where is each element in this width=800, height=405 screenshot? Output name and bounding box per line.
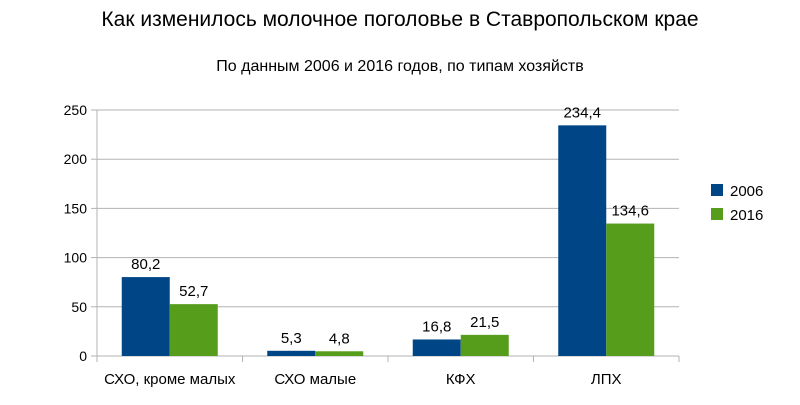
bar-2016-1 — [315, 351, 364, 356]
chart-title: Как изменилось молочное поголовье в Став… — [101, 8, 699, 31]
chart-subtitle: По данным 2006 и 2016 годов, по типам хо… — [216, 58, 584, 75]
x-tick-label: СХО малые — [274, 371, 356, 388]
data-label: 134,6 — [611, 203, 649, 220]
y-tick-label: 200 — [64, 151, 88, 167]
x-tick-label: КФХ — [446, 371, 476, 388]
legend: 2006 2016 — [711, 183, 763, 224]
bar-2006-0 — [121, 277, 170, 356]
data-label: 52,7 — [179, 283, 208, 300]
data-label: 21,5 — [470, 314, 499, 331]
x-tick-label: СХО, кроме малых — [104, 371, 236, 388]
legend-label: 2006 — [730, 183, 763, 200]
y-tick-label: 50 — [71, 299, 87, 315]
y-axis: 0 50 100 150 200 250 — [64, 102, 98, 364]
bar-2006-2 — [412, 339, 461, 356]
y-tick-label: 150 — [64, 200, 88, 216]
legend-swatch-2016 — [711, 208, 723, 220]
y-tick-label: 250 — [64, 102, 88, 118]
legend-swatch-2006 — [711, 184, 723, 196]
data-label: 16,8 — [422, 318, 451, 335]
data-label: 80,2 — [131, 256, 160, 273]
bar-2006-3 — [558, 125, 607, 356]
y-tick-label: 100 — [64, 250, 88, 266]
data-label: 234,4 — [563, 104, 601, 121]
y-tick-label: 0 — [79, 348, 87, 364]
bar-2016-3 — [606, 223, 655, 356]
bar-2006-1 — [267, 350, 316, 356]
data-label: 4,8 — [329, 330, 350, 347]
x-tick-label: ЛПХ — [591, 371, 622, 388]
bars: 80,2 52,7 5,3 4,8 16,8 21,5 234,4 134,6 — [121, 104, 655, 356]
x-axis: СХО, кроме малых СХО малые КФХ ЛПХ — [96, 356, 680, 388]
legend-label: 2016 — [730, 207, 763, 224]
bar-2016-0 — [169, 304, 218, 356]
bar-2016-2 — [460, 334, 509, 356]
data-label: 5,3 — [281, 330, 302, 347]
